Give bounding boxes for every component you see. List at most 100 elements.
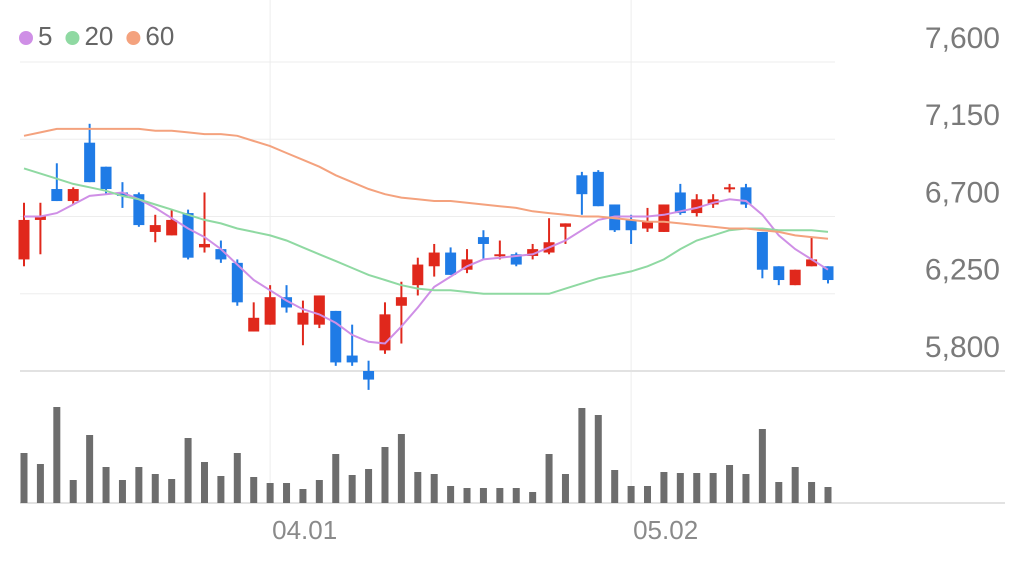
- candle-body: [756, 231, 768, 270]
- legend-marker: [65, 31, 80, 45]
- candle-body: [527, 249, 539, 256]
- candle-body: [494, 254, 506, 257]
- volume-bar: [315, 480, 323, 503]
- volume-bar: [791, 467, 799, 503]
- volume-bar: [200, 462, 208, 503]
- volume-bar: [561, 474, 569, 503]
- legend-label: 5: [38, 21, 52, 51]
- volume-bar: [545, 454, 553, 503]
- volume-bar: [479, 488, 487, 503]
- y-tick-label: 7,600: [925, 22, 1000, 55]
- moving-average-line: [24, 191, 829, 345]
- candle-body: [198, 243, 210, 248]
- candle-body: [773, 266, 785, 281]
- candle-body: [67, 189, 79, 202]
- candle-body: [264, 297, 276, 325]
- volume-bar: [151, 474, 159, 503]
- candle-body: [576, 175, 588, 195]
- volume-bar: [86, 435, 94, 503]
- candle-body: [34, 216, 46, 220]
- volume-bar: [233, 453, 241, 503]
- candle-body: [18, 219, 30, 260]
- volume-bar: [36, 464, 44, 503]
- candle-body: [297, 312, 309, 325]
- y-tick-label: 6,250: [925, 254, 1000, 287]
- volume-bar: [184, 438, 192, 503]
- volume-bar: [808, 482, 816, 503]
- volume-bar: [512, 488, 520, 503]
- candle-body: [428, 252, 440, 267]
- volume-bar: [135, 467, 143, 503]
- candle-body: [166, 219, 178, 236]
- candle-body: [248, 317, 260, 332]
- candle-body: [363, 371, 375, 380]
- candle-body: [51, 189, 63, 202]
- candle-body: [740, 187, 752, 205]
- volume-bar: [758, 429, 766, 503]
- candle-body: [625, 219, 637, 231]
- volume-bar: [397, 434, 405, 503]
- volume-bar: [627, 486, 635, 503]
- candle-body: [149, 225, 161, 232]
- volume-bar: [69, 480, 77, 503]
- legend-label: 60: [145, 21, 174, 51]
- candle-body: [461, 259, 473, 270]
- volume-bar: [644, 486, 652, 503]
- moving-average-line: [23, 127, 829, 240]
- y-tick-label: 6,700: [925, 176, 1000, 209]
- volume-bar: [102, 467, 110, 503]
- candle-body: [346, 355, 358, 363]
- candle-body: [100, 166, 112, 190]
- volume-bar: [348, 475, 356, 503]
- volume-bar: [824, 487, 832, 503]
- volume-bar: [20, 453, 28, 503]
- y-tick-label: 7,150: [925, 99, 1000, 132]
- candle-body: [477, 237, 489, 244]
- volume-bar: [299, 489, 307, 503]
- candle-body: [822, 266, 834, 281]
- candle-body: [281, 297, 293, 308]
- candle-body: [658, 204, 670, 232]
- candle-body: [313, 295, 325, 325]
- volume-bar: [118, 480, 126, 503]
- volume-bar: [365, 469, 373, 503]
- y-tick-label: 5,800: [925, 331, 1000, 364]
- legend-label: 20: [84, 21, 113, 51]
- volume-bar: [463, 488, 471, 503]
- volume-bar: [660, 472, 668, 503]
- volume-bar: [53, 407, 61, 503]
- candle-body: [84, 142, 96, 183]
- candle-body: [133, 194, 145, 226]
- volume-bar: [414, 472, 422, 503]
- candle-body: [559, 223, 571, 227]
- candle-body: [182, 213, 194, 258]
- volume-bar: [332, 454, 340, 503]
- x-tick-label: 05.02: [633, 515, 698, 545]
- moving-average-line: [23, 167, 829, 295]
- candle-body: [445, 252, 457, 275]
- candle-body: [642, 221, 654, 229]
- candle-body: [412, 264, 424, 286]
- volume-bar: [709, 473, 717, 503]
- volume-bar: [283, 483, 291, 503]
- volume-bar: [430, 474, 438, 503]
- candle-body: [395, 297, 407, 306]
- candle-body: [691, 199, 703, 214]
- volume-bar: [676, 473, 684, 503]
- candle-body: [330, 310, 342, 363]
- candle-body: [592, 171, 604, 207]
- candle-body: [806, 259, 818, 267]
- volume-bar: [529, 492, 537, 503]
- volume-bar: [594, 415, 602, 503]
- candle-body: [231, 262, 243, 303]
- volume-bar: [250, 477, 258, 503]
- volume-bar: [217, 476, 225, 503]
- candle-body: [379, 314, 391, 351]
- candle-body: [724, 187, 736, 190]
- candle-body: [510, 254, 522, 265]
- candle-body: [674, 192, 686, 214]
- candle-body: [116, 192, 128, 196]
- volume-bar: [496, 488, 504, 503]
- volume-bar: [775, 482, 783, 503]
